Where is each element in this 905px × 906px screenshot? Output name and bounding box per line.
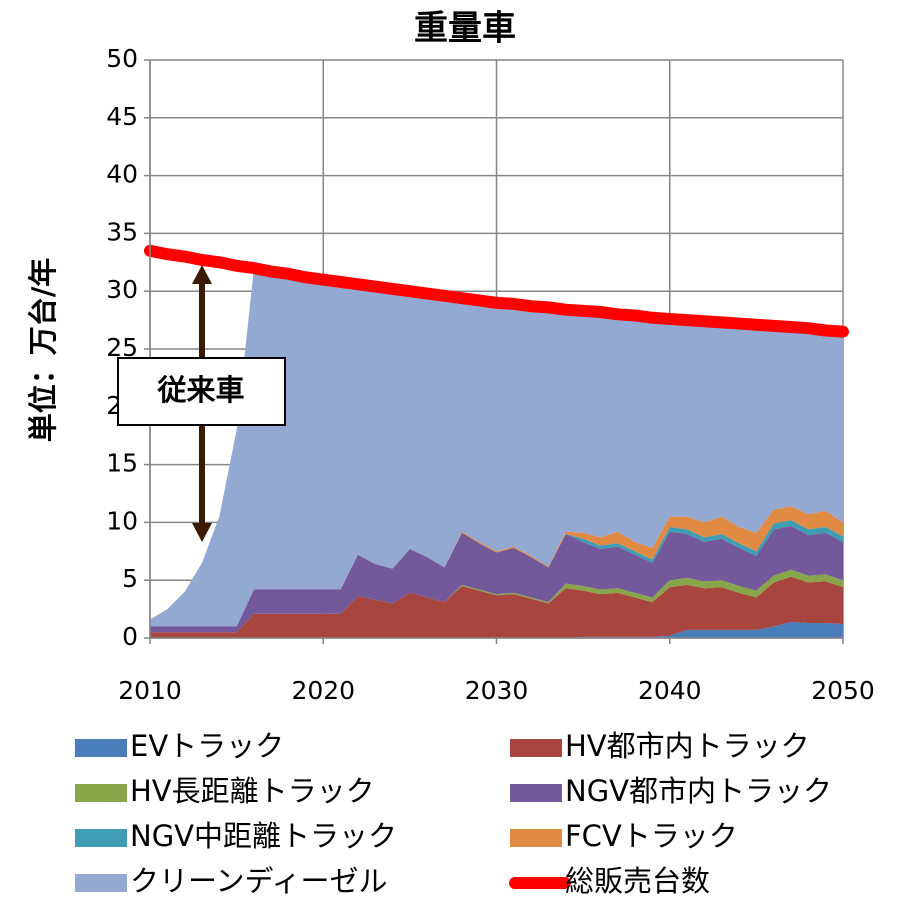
legend-swatch: [75, 874, 127, 892]
y-tick-label: 40: [106, 160, 138, 189]
legend-label: 総販売台数: [565, 864, 710, 898]
legend-swatch: [75, 739, 127, 757]
legend-swatch: [75, 829, 127, 847]
area: [150, 506, 843, 627]
legend-swatch: [510, 829, 562, 847]
legend-swatch: [510, 739, 562, 757]
legend-label: NGV中距離トラック: [130, 819, 397, 853]
y-axis-label: 単位：万台/年: [26, 258, 60, 443]
x-tick-label: 2010: [118, 676, 182, 705]
legend-label: クリーンディーゼル: [130, 864, 388, 898]
annotation-box: [117, 357, 286, 426]
area: [150, 576, 843, 638]
y-tick-label: 35: [106, 217, 138, 246]
y-tick-label: 45: [106, 102, 138, 131]
annotation: 従来車: [156, 373, 244, 407]
y-tick-label: 30: [106, 275, 138, 304]
chart-title: 重量車: [414, 9, 516, 49]
legend-swatch: [510, 784, 562, 802]
area: [150, 268, 843, 627]
x-tick-label: 2050: [811, 676, 875, 705]
x-tick-label: 2040: [638, 676, 702, 705]
x-tick-label: 2030: [465, 676, 529, 705]
legend-label: NGV都市内トラック: [565, 774, 832, 808]
y-tick-label: 5: [122, 564, 138, 593]
area: [150, 525, 843, 633]
legend-label: HV都市内トラック: [565, 729, 810, 763]
line: [144, 244, 849, 338]
area: [150, 569, 843, 633]
y-tick-label: 0: [122, 622, 138, 651]
legend-label: HV長距離トラック: [130, 774, 375, 808]
legend-swatch: [75, 784, 127, 802]
legend-label: EVトラック: [130, 729, 284, 763]
x-tick-label: 2020: [291, 676, 355, 705]
y-tick-label: 50: [106, 44, 138, 73]
area: [150, 621, 843, 638]
y-tick-label: 15: [106, 449, 138, 478]
legend-label: FCVトラック: [565, 819, 738, 853]
y-tick-label: 10: [106, 506, 138, 535]
legend: EVトラック HV都市内トラック HV長距離トラック NGV都市内トラック NGV中距離…: [75, 729, 832, 898]
areas: [144, 244, 849, 638]
